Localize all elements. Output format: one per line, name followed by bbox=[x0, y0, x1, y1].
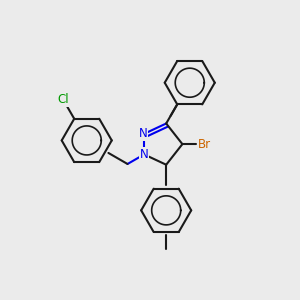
Text: N: N bbox=[140, 148, 148, 161]
Text: Br: Br bbox=[198, 138, 211, 151]
Text: Cl: Cl bbox=[57, 93, 69, 106]
Text: N: N bbox=[139, 127, 148, 140]
